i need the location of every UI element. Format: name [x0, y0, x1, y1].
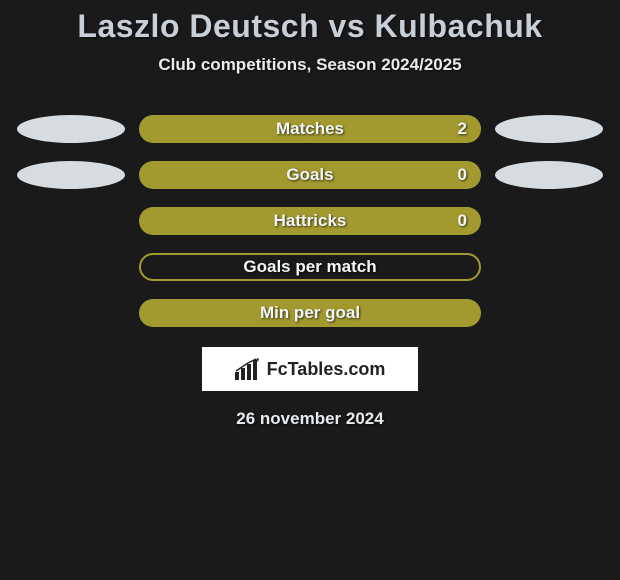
stat-row: Goals 0 [0, 161, 620, 189]
stat-bar: Hattricks 0 [139, 207, 481, 235]
marker-spacer [495, 299, 603, 327]
stat-row: Matches 2 [0, 115, 620, 143]
logo-text: FcTables.com [267, 359, 386, 380]
stat-rows: Matches 2 Goals 0 Hattricks 0 Goals per match M… [0, 115, 620, 327]
player-marker-left [17, 161, 125, 189]
stat-row: Goals per match [0, 253, 620, 281]
title: Laszlo Deutsch vs Kulbachuk [0, 8, 620, 45]
stat-label: Goals per match [243, 257, 376, 277]
marker-spacer [495, 253, 603, 281]
comparison-card: Laszlo Deutsch vs Kulbachuk Club competi… [0, 0, 620, 429]
stat-row: Min per goal [0, 299, 620, 327]
stat-value: 0 [458, 211, 467, 231]
marker-spacer [17, 253, 125, 281]
stat-bar: Goals per match [139, 253, 481, 281]
stat-bar: Min per goal [139, 299, 481, 327]
player-marker-right [495, 161, 603, 189]
player-marker-right [495, 115, 603, 143]
stat-row: Hattricks 0 [0, 207, 620, 235]
stat-label: Goals [286, 165, 333, 185]
stat-value: 2 [458, 119, 467, 139]
player-marker-left [17, 115, 125, 143]
stat-bar: Goals 0 [139, 161, 481, 189]
stat-label: Matches [276, 119, 344, 139]
stat-value: 0 [458, 165, 467, 185]
marker-spacer [495, 207, 603, 235]
date: 26 november 2024 [0, 409, 620, 429]
logo-box: FcTables.com [202, 347, 418, 391]
stat-label: Min per goal [260, 303, 360, 323]
bars-icon [235, 358, 261, 380]
stat-bar: Matches 2 [139, 115, 481, 143]
marker-spacer [17, 207, 125, 235]
stat-label: Hattricks [274, 211, 347, 231]
subtitle: Club competitions, Season 2024/2025 [0, 55, 620, 75]
marker-spacer [17, 299, 125, 327]
